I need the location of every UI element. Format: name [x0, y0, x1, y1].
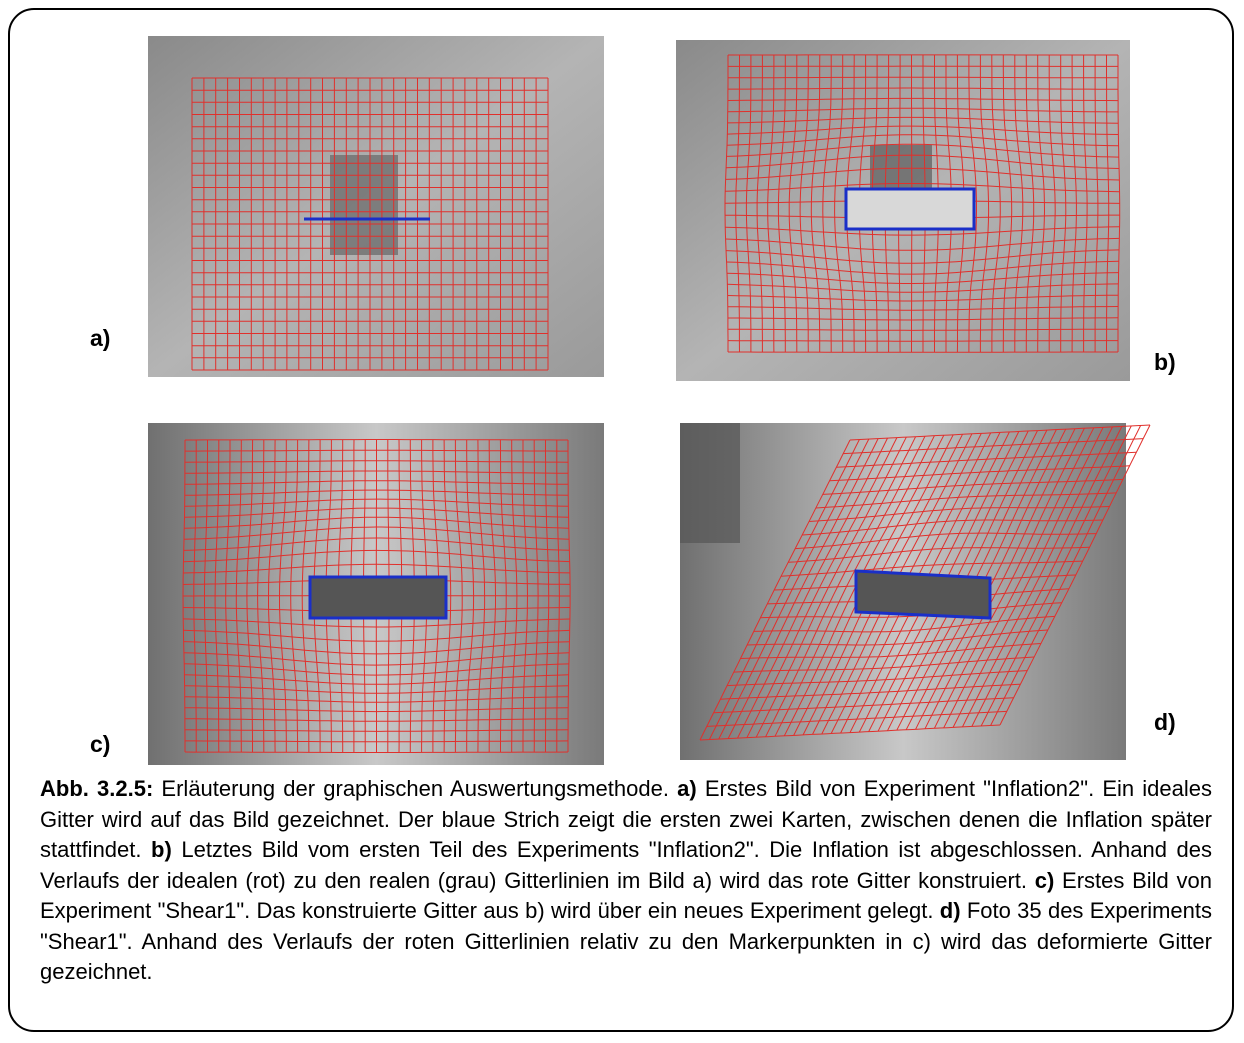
caption-run: Erläuterung der graphischen Auswertungsm… [153, 776, 677, 801]
card-outline [310, 577, 446, 618]
caption-run: a) [677, 776, 697, 801]
grid-line [185, 440, 568, 441]
caption-run: Abb. 3.2.5: [40, 776, 153, 801]
photo-detail [330, 155, 398, 255]
page: a) b) c) d) Abb. 3.2.5: Erläuterung der … [0, 0, 1244, 1043]
photo-detail [680, 423, 740, 543]
panel-label: c) [90, 731, 110, 757]
panel-label: a) [90, 325, 110, 351]
card-outline [856, 571, 990, 618]
card-outline [846, 189, 974, 229]
caption: Abb. 3.2.5: Erläuterung der graphischen … [40, 774, 1212, 988]
panel-label: d) [1154, 709, 1176, 735]
caption-run: d) [940, 898, 961, 923]
grid-line [185, 752, 568, 753]
caption-run: c) [1035, 868, 1055, 893]
caption-run: b) [151, 837, 172, 862]
figure: a) b) c) d) [0, 0, 1244, 770]
panel-label: b) [1154, 349, 1176, 375]
